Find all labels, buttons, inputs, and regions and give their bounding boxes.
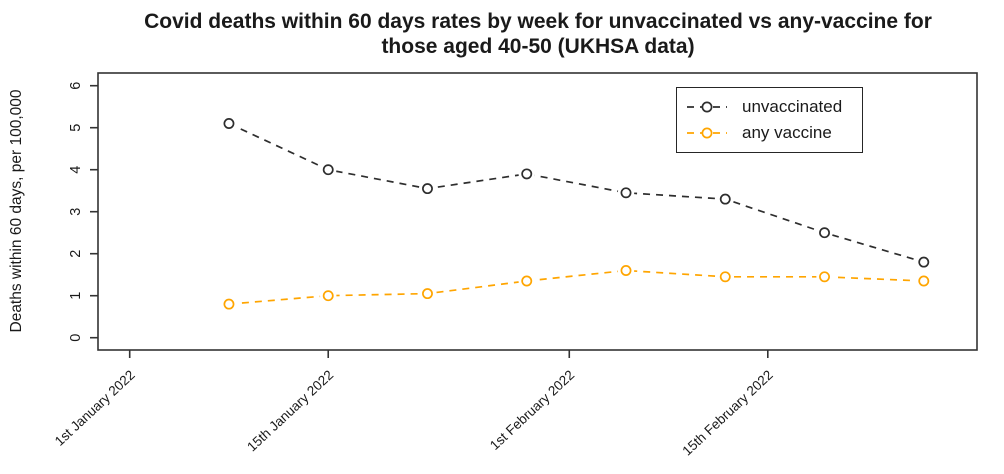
x-tick-label: 15th January 2022 <box>244 367 336 454</box>
data-point-any-vaccine <box>422 288 433 300</box>
data-point-unvaccinated <box>620 187 632 199</box>
data-point-unvaccinated <box>422 183 433 195</box>
data-point-unvaccinated <box>322 164 334 176</box>
data-point-any-vaccine <box>620 265 632 276</box>
data-point-unvaccinated <box>223 118 235 129</box>
data-point-any-vaccine <box>223 298 235 310</box>
y-axis-label: Deaths within 60 days, per 100,000 <box>8 89 25 333</box>
series-line-unvaccinated <box>228 122 925 263</box>
y-tick-label: 0 <box>68 334 84 342</box>
legend-label-unvaccinated: unvaccinated <box>742 97 843 116</box>
x-tick-label: 1st February 2022 <box>487 367 577 453</box>
y-tick-label: 2 <box>68 250 84 258</box>
y-tick-label: 6 <box>68 82 84 90</box>
y-tick-label: 4 <box>68 166 84 174</box>
legend-line-sample-icon <box>687 127 727 139</box>
x-tick-label: 15th February 2022 <box>679 367 775 458</box>
legend-label-any-vaccine: any vaccine <box>742 123 832 142</box>
chart-title: Covid deaths within 60 days rates by wee… <box>78 9 998 59</box>
data-point-any-vaccine <box>719 271 731 283</box>
data-point-unvaccinated <box>819 227 830 239</box>
legend-entry-any-vaccine: any vaccine <box>684 121 862 145</box>
data-point-any-vaccine <box>322 290 334 302</box>
legend-entry-unvaccinated: unvaccinated <box>684 95 862 119</box>
data-point-any-vaccine <box>918 275 930 287</box>
chart-title-line2: those aged 40-50 (UKHSA data) <box>381 35 695 58</box>
y-tick-label: 5 <box>68 124 84 132</box>
legend: unvaccinated any vaccine <box>676 87 863 153</box>
data-point-any-vaccine <box>521 275 533 287</box>
x-tick-label: 1st January 2022 <box>52 367 138 449</box>
chart-title-line1: Covid deaths within 60 days rates by wee… <box>144 10 932 33</box>
data-point-unvaccinated <box>521 168 533 180</box>
data-point-any-vaccine <box>819 271 830 283</box>
data-point-unvaccinated <box>918 256 930 268</box>
y-tick-label: 1 <box>68 292 84 300</box>
y-tick-label: 3 <box>68 208 84 216</box>
data-point-unvaccinated <box>719 193 731 205</box>
legend-line-sample-icon <box>687 101 727 113</box>
